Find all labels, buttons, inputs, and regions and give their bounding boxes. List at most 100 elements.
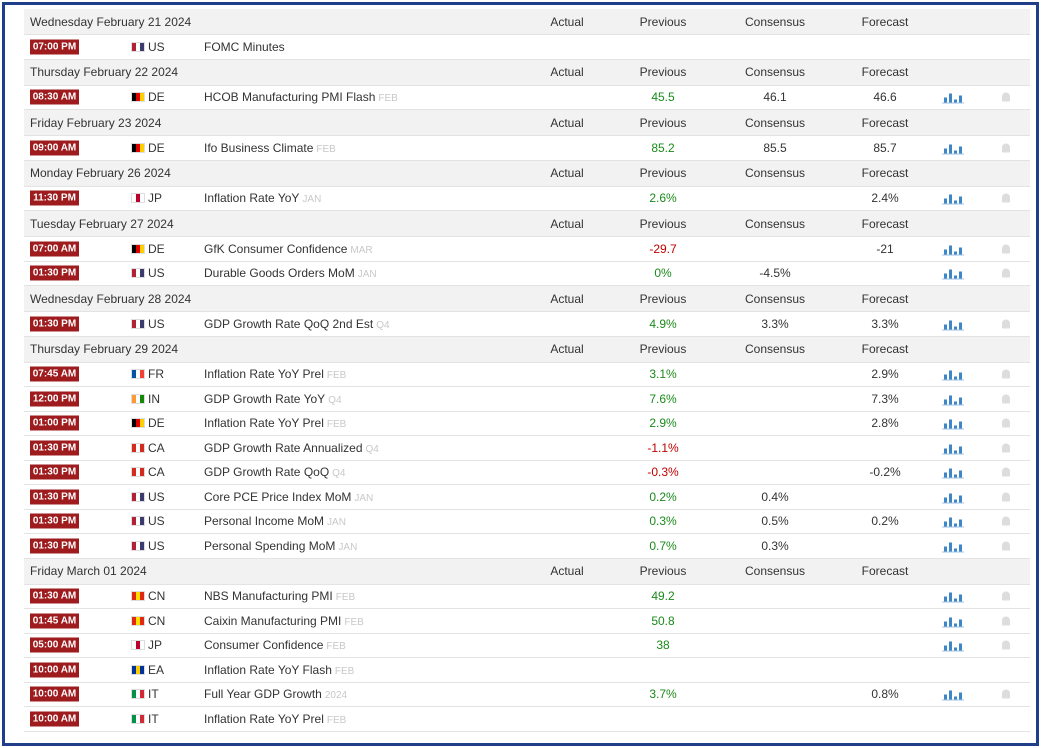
country: DE xyxy=(148,416,165,431)
trend-icon xyxy=(942,392,964,406)
flag xyxy=(131,467,145,478)
event-name: Personal Income MoM JAN xyxy=(204,514,346,529)
column-header: Previous xyxy=(639,291,687,306)
event-row[interactable]: 10:00 AM IT Full Year GDP Growth 2024 3.7% 0.… xyxy=(24,682,1030,707)
trend-icon xyxy=(942,688,964,701)
trend-icon xyxy=(942,639,964,652)
event-row[interactable]: 10:00 AM IT Inflation Rate YoY Prel FEB xyxy=(24,707,1030,732)
event-name: Caixin Manufacturing PMI FEB xyxy=(204,613,364,628)
column-header: Consensus xyxy=(744,115,806,130)
alert-bell[interactable] xyxy=(1002,418,1010,428)
event-row[interactable]: 01:45 AM CN Caixin Manufacturing PMI FEB 50.… xyxy=(24,609,1030,634)
event-name: Inflation Rate YoY Flash FEB xyxy=(204,662,355,677)
country: CN xyxy=(148,613,166,628)
alert-bell[interactable] xyxy=(1002,640,1010,650)
date-header: Tuesday February 27 2024 Actual Previous Co… xyxy=(24,211,1030,237)
event-row[interactable]: 12:00 PM IN GDP Growth Rate YoY Q4 7.6% 7.3% xyxy=(24,387,1030,412)
event-row[interactable]: 09:00 AM DE Ifo Business Climate FEB 85.2 85.… xyxy=(24,136,1030,161)
alert-bell[interactable] xyxy=(1002,319,1010,329)
time: 01:00 PM xyxy=(30,415,79,431)
date: Thursday February 22 2024 xyxy=(30,65,179,79)
trend-icon xyxy=(942,515,964,528)
flag xyxy=(131,369,145,380)
event-row[interactable]: 07:45 AM FR Inflation Rate YoY Prel FEB 3.1%… xyxy=(24,362,1030,387)
alert-bell[interactable] xyxy=(1002,369,1010,379)
event-name: GDP Growth Rate YoY Q4 xyxy=(204,391,342,406)
consensus: -4.5% xyxy=(759,266,791,281)
event-row[interactable]: 01:30 PM US Personal Spending MoM JAN 0.7% 0.… xyxy=(24,534,1030,559)
event-row[interactable]: 11:30 PM JP Inflation Rate YoY JAN 2.6% 2.4% xyxy=(24,186,1030,211)
event-row[interactable]: 01:30 PM US Personal Income MoM JAN 0.3% 0.5%… xyxy=(24,509,1030,534)
date-header: Wednesday February 28 2024 Actual Previous… xyxy=(24,286,1030,312)
alert-bell[interactable] xyxy=(1002,244,1010,254)
date-header: Thursday February 29 2024 Actual Previous C… xyxy=(24,336,1030,363)
alert-bell[interactable] xyxy=(1002,516,1010,526)
event-row[interactable]: 01:30 PM CA GDP Growth Rate QoQ Q4 -0.3% -0.2… xyxy=(24,460,1030,485)
date-header: Monday February 26 2024 Actual Previous Con… xyxy=(24,160,1030,187)
trend-icon xyxy=(942,368,964,381)
column-header: Forecast xyxy=(861,115,909,130)
time: 01:30 PM xyxy=(30,316,79,332)
previous: 49.2 xyxy=(651,589,675,604)
event-row[interactable]: 07:00 AM DE GfK Consumer Confidence MAR -29.… xyxy=(24,237,1030,262)
date: Thursday February 29 2024 xyxy=(30,342,179,356)
alert-bell[interactable] xyxy=(1002,541,1010,551)
alert-bell[interactable] xyxy=(1002,193,1010,203)
column-header: Actual xyxy=(550,115,584,130)
period: Q4 xyxy=(332,468,346,480)
flag xyxy=(131,318,145,329)
period: FEB xyxy=(316,143,336,155)
time: 07:00 PM xyxy=(30,39,79,55)
alert-bell[interactable] xyxy=(1002,394,1010,404)
event-row[interactable]: 01:30 PM US Core PCE Price Index MoM JAN 0.2… xyxy=(24,485,1030,510)
country: US xyxy=(148,538,165,553)
column-header: Actual xyxy=(550,166,584,180)
event-row[interactable]: 01:00 PM DE Inflation Rate YoY Prel FEB 2.9%… xyxy=(24,411,1030,436)
alert-bell[interactable] xyxy=(1002,616,1010,626)
country: FR xyxy=(148,367,164,382)
period: MAR xyxy=(350,244,373,256)
event-row[interactable]: 01:30 AM CN NBS Manufacturing PMI FEB 49.2 xyxy=(24,584,1030,609)
period: JAN xyxy=(357,269,377,281)
column-header: Forecast xyxy=(861,564,909,578)
event-row[interactable]: 07:00 PM US FOMC Minutes xyxy=(24,35,1030,60)
event-row[interactable]: 08:30 AM DE HCOB Manufacturing PMI Flash FE… xyxy=(24,85,1030,110)
event-row[interactable]: 01:30 PM US Durable Goods Orders MoM JAN 0% -… xyxy=(24,261,1030,286)
alert-bell[interactable] xyxy=(1002,467,1010,477)
event-row[interactable]: 01:30 PM US GDP Growth Rate QoQ 2nd Est Q4 4… xyxy=(24,312,1030,337)
alert-bell[interactable] xyxy=(1002,689,1010,699)
event-row[interactable]: 10:00 AM EA Inflation Rate YoY Flash FEB xyxy=(24,658,1030,683)
event-name: Full Year GDP Growth 2024 xyxy=(204,687,348,702)
period: FEB xyxy=(326,419,347,431)
previous: 0.2% xyxy=(649,489,677,504)
previous: 45.5 xyxy=(651,90,675,105)
alert-bell[interactable] xyxy=(1002,492,1010,502)
event-name: HCOB Manufacturing PMI Flash FEB xyxy=(204,90,398,105)
column-header: Forecast xyxy=(861,14,909,29)
flag xyxy=(131,664,145,675)
previous: 0.3% xyxy=(649,514,677,529)
event-name: GDP Growth Rate QoQ 2nd Est Q4 xyxy=(204,316,390,331)
alert-bell[interactable] xyxy=(1002,143,1010,153)
column-header: Forecast xyxy=(861,216,909,231)
event-row[interactable]: 05:00 AM JP Consumer Confidence FEB 38 xyxy=(24,633,1030,658)
alert-bell[interactable] xyxy=(1002,92,1010,102)
column-header: Actual xyxy=(550,216,584,231)
event-row[interactable]: 01:30 PM CA GDP Growth Rate Annualized Q4 -1… xyxy=(24,436,1030,461)
alert-bell[interactable] xyxy=(1002,443,1010,453)
flag xyxy=(131,713,145,724)
alert-bell[interactable] xyxy=(1002,268,1010,278)
flag xyxy=(131,491,145,502)
column-header: Previous xyxy=(639,14,687,29)
column-header: Forecast xyxy=(861,65,909,79)
event-name: GfK Consumer Confidence MAR xyxy=(204,241,373,256)
consensus: 3.3% xyxy=(761,316,789,331)
flag xyxy=(131,640,145,651)
date: Tuesday February 27 2024 xyxy=(30,216,174,231)
alert-bell[interactable] xyxy=(1002,591,1010,601)
column-header: Consensus xyxy=(744,216,806,231)
column-header: Consensus xyxy=(744,342,806,356)
trend-icon xyxy=(942,267,964,280)
flag xyxy=(131,418,145,429)
